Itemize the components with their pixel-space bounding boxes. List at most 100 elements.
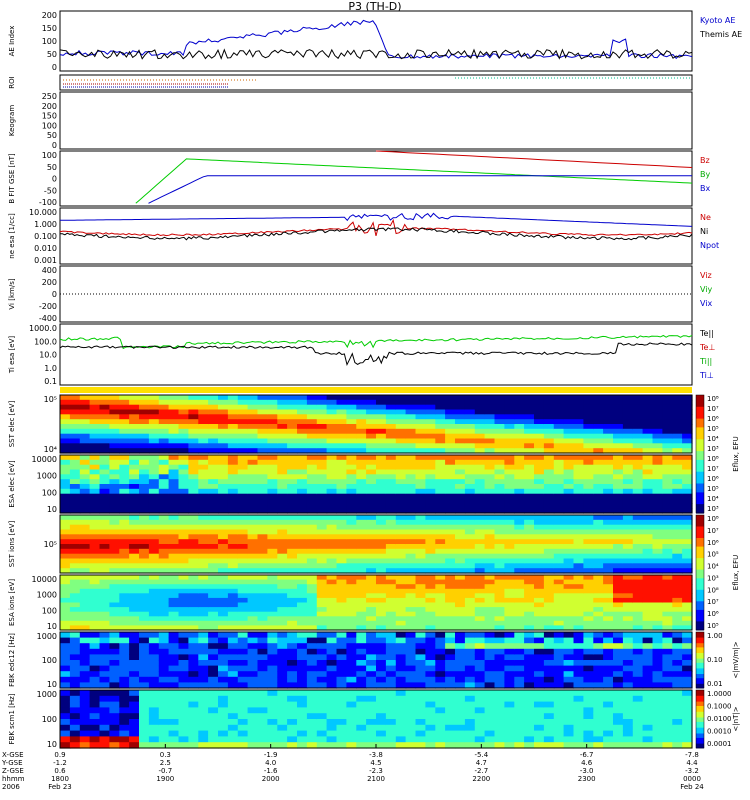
colorbar-segment <box>696 706 704 708</box>
spectrogram-cell <box>652 455 663 461</box>
spectrogram-cell <box>583 529 594 535</box>
spectrogram-cell <box>484 665 496 672</box>
spectrogram-cell <box>593 607 604 613</box>
spectrogram-cell <box>109 484 120 490</box>
spectrogram-cell <box>148 724 160 732</box>
spectrogram-cell <box>593 713 604 720</box>
te-line <box>59 342 693 367</box>
spectrogram-cell <box>227 438 239 444</box>
x-tick-label: 0.3 <box>160 751 171 759</box>
spectrogram-cell <box>79 724 91 732</box>
spectrogram-cell <box>455 464 466 471</box>
spectrogram-cell <box>573 428 584 435</box>
spectrogram-cell <box>79 736 91 743</box>
spectrogram-cell <box>218 643 229 650</box>
spectrogram-cell <box>385 575 397 581</box>
spectrogram-cell <box>326 611 338 617</box>
legend-entry: Ne <box>700 213 711 222</box>
spectrogram-cell <box>247 611 259 617</box>
spectrogram-cell <box>287 558 298 564</box>
spectrogram-cell <box>474 632 486 639</box>
spectrogram-cell <box>504 620 515 626</box>
colorbar-segment <box>696 454 704 458</box>
spectrogram-cell <box>494 455 505 461</box>
colorbar-segment <box>696 480 704 485</box>
spectrogram-cell <box>682 469 693 475</box>
spectrogram-cell <box>504 428 515 435</box>
spectrogram-cell <box>445 643 456 650</box>
spectrogram-cell <box>563 588 575 594</box>
spectrogram-cell <box>415 428 426 435</box>
spectrogram-cell <box>158 484 170 490</box>
spectrogram-cell <box>464 424 476 430</box>
spectrogram-cell <box>682 524 693 531</box>
spectrogram-cell <box>672 690 683 697</box>
spectrogram-cell <box>464 529 476 535</box>
spectrogram-cell <box>494 443 505 449</box>
spectrogram-cell <box>603 671 614 678</box>
spectrogram-cell <box>573 544 584 550</box>
spectrogram-cell <box>89 575 101 581</box>
spectrogram-cell <box>218 730 229 737</box>
spectrogram-cell <box>395 488 407 495</box>
spectrogram-cell <box>277 620 288 626</box>
spectrogram-cell <box>366 488 377 495</box>
spectrogram-cell <box>603 558 614 564</box>
spectrogram-cell <box>445 620 456 626</box>
spectrogram-cell <box>534 493 545 500</box>
spectrogram-cell <box>622 488 634 495</box>
spectrogram-cell <box>178 730 189 737</box>
colorbar-segment <box>696 592 704 596</box>
spectrogram-cell <box>257 414 268 420</box>
spectrogram-cell <box>306 548 318 555</box>
spectrogram-cell <box>603 713 614 720</box>
spectrogram-cell <box>543 682 555 689</box>
spectrogram-cell <box>514 593 525 599</box>
spectrogram-cell <box>267 404 278 411</box>
spectrogram-cell <box>237 719 249 726</box>
spectrogram-cell <box>346 438 357 444</box>
spectrogram-cell <box>425 493 436 500</box>
spectrogram-cell <box>287 660 298 667</box>
spectrogram-cell <box>198 534 209 540</box>
spectrogram-cell <box>336 534 347 540</box>
spectrogram-cell <box>208 690 219 697</box>
y-axis-label: B FIT GSE [nT] <box>8 153 16 204</box>
spectrogram-cell <box>455 544 466 550</box>
spectrogram-cell <box>474 602 486 608</box>
spectrogram-cell <box>247 548 259 555</box>
spectrogram-cell <box>642 632 654 639</box>
spectrogram-cell <box>543 707 555 714</box>
spectrogram-cell <box>277 508 288 514</box>
spectrogram-cell <box>494 584 505 590</box>
spectrogram-cell <box>247 474 259 480</box>
spectrogram-cell <box>662 553 673 560</box>
spectrogram-cell <box>474 539 486 545</box>
spectrogram-cell <box>603 428 614 435</box>
spectrogram-cell <box>415 534 426 540</box>
spectrogram-cell <box>287 665 298 672</box>
spectrogram-cell <box>119 676 130 683</box>
spectrogram-cell <box>425 719 436 726</box>
colorbar-segment <box>696 732 704 734</box>
spectrogram-cell <box>622 597 634 604</box>
spectrogram-cell <box>652 503 663 509</box>
spectrogram-cell <box>366 503 377 509</box>
spectrogram-cell <box>534 671 545 678</box>
spectrogram-cell <box>583 479 594 485</box>
spectrogram-cell <box>445 676 456 683</box>
spectrogram-cell <box>208 701 219 708</box>
spectrogram-cell <box>218 455 229 461</box>
spectrogram-cell <box>237 682 249 689</box>
spectrogram-cell <box>504 682 515 689</box>
spectrogram-cell <box>218 484 229 490</box>
spectrogram-cell <box>563 558 575 564</box>
spectrogram-cell <box>455 643 466 650</box>
spectrogram-cell <box>109 575 120 581</box>
spectrogram-cell <box>455 488 466 495</box>
spectrogram-cell <box>455 690 466 697</box>
spectrogram-cell <box>188 695 199 703</box>
panel-frame <box>59 574 693 631</box>
spectrogram-cell <box>632 515 644 521</box>
spectrogram-cell <box>504 529 515 535</box>
